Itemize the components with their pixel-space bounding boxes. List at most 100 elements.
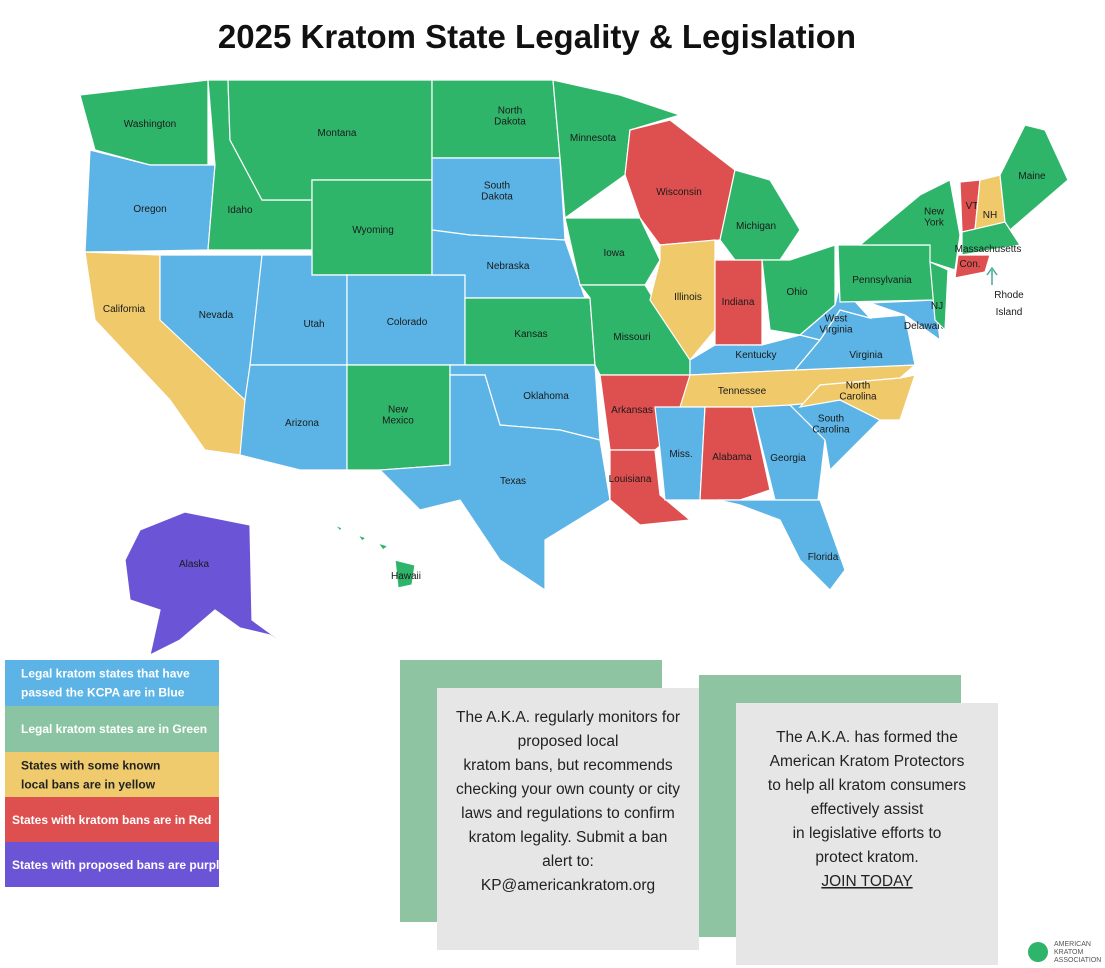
state-label: Utah — [303, 319, 324, 330]
legend-text: States with kratom bans are in Red — [12, 813, 211, 827]
state-label: Con. — [959, 259, 980, 270]
state-label: Virginia — [849, 350, 883, 361]
state-label: Wisconsin — [656, 187, 702, 198]
state-label: Missouri — [613, 332, 650, 343]
legend-text: passed the KCPA are in Blue — [21, 686, 185, 700]
state-label: Virginia — [819, 325, 853, 336]
state-shape — [858, 179, 961, 271]
info-text: proposed local — [518, 733, 619, 750]
state-shape — [751, 404, 826, 501]
island — [376, 541, 390, 551]
state-label: New — [924, 207, 945, 218]
state-label: Georgia — [770, 453, 806, 464]
state-label: Tennessee — [718, 386, 767, 397]
state-label: Maine — [1018, 171, 1046, 182]
state-label: Indiana — [722, 297, 755, 308]
state-label: Wyoming — [352, 225, 394, 236]
state-label: Nevada — [199, 310, 234, 321]
info-text: American Kratom Protectors — [770, 753, 965, 770]
state-shape — [378, 374, 611, 592]
state-label: Minnesota — [570, 133, 617, 144]
state-label: West — [825, 314, 848, 325]
legend-item — [5, 797, 219, 842]
legend-text: Legal kratom states that have — [21, 667, 190, 681]
state-label: Dakota — [494, 117, 526, 128]
state-shape — [394, 559, 416, 589]
state-label: Texas — [500, 476, 526, 487]
state-shape — [609, 449, 692, 526]
logo-icon — [1028, 942, 1048, 962]
state-label: Idaho — [227, 205, 252, 216]
state-label: South — [818, 414, 844, 425]
info-text: alert to: — [542, 853, 594, 870]
legend-text: Legal kratom states are in Green — [21, 722, 207, 736]
state-label: Dakota — [481, 192, 513, 203]
logo-text: KRATOM — [1054, 949, 1083, 956]
state-label: Oregon — [133, 204, 166, 215]
state-shape — [84, 149, 216, 253]
box — [437, 688, 699, 950]
state-label: Washington — [124, 119, 176, 130]
state-shape — [929, 261, 949, 332]
state-label: Mexico — [382, 416, 414, 427]
info-text: effectively assist — [811, 801, 924, 818]
info-text: in legislative efforts to — [793, 825, 942, 842]
info-text: The A.K.A. has formed the — [776, 729, 958, 746]
join-link[interactable]: JOIN TODAY — [821, 873, 912, 890]
state-label: North — [846, 381, 870, 392]
logo-text: AMERICAN — [1054, 941, 1091, 948]
legend-text: States with some known — [21, 759, 160, 773]
box — [736, 703, 998, 965]
info-text: The A.K.A. regularly monitors for — [456, 709, 680, 726]
state-label: South — [484, 181, 510, 192]
island — [356, 533, 368, 542]
arrow-head — [986, 266, 998, 276]
state-label: NJ — [931, 301, 943, 312]
state-label: Carolina — [839, 392, 877, 403]
info-text: checking your own county or city — [456, 781, 680, 798]
state-label: Delaware — [904, 321, 947, 332]
state-label: Alabama — [712, 452, 752, 463]
legend-item — [5, 752, 219, 797]
state-label: NH — [983, 210, 997, 221]
state-label: North — [498, 106, 522, 117]
state-shape — [798, 374, 916, 421]
info-text: kratom bans, but recommends — [463, 757, 673, 774]
state-label: Arizona — [285, 418, 319, 429]
state-shape — [837, 244, 936, 303]
state-shape — [954, 254, 991, 279]
state-label: Colorado — [387, 317, 428, 328]
island — [334, 524, 343, 533]
state-label: Louisiana — [609, 474, 652, 485]
info-text: KP@americankratom.org — [481, 877, 655, 894]
state-label: Miss. — [669, 449, 692, 460]
state-label: Kansas — [514, 329, 547, 340]
state-label: Alaska — [179, 559, 209, 570]
info-text: to help all kratom consumers — [768, 777, 966, 794]
title: 2025 Kratom State Legality & Legislation — [218, 18, 856, 55]
state-shape — [564, 217, 661, 286]
state-label: Florida — [808, 552, 839, 563]
state-shape — [719, 169, 801, 261]
state-label: VT — [966, 201, 979, 212]
state-label: Hawaii — [391, 571, 421, 582]
state-shape — [961, 221, 1022, 256]
state-shape — [869, 299, 941, 342]
legend-item — [5, 706, 219, 752]
state-label: Carolina — [812, 425, 850, 436]
legend-item — [5, 660, 219, 706]
state-label: Kentucky — [735, 350, 776, 361]
state-label: Illinois — [674, 292, 702, 303]
state-shape — [654, 406, 706, 501]
state-label: New — [388, 405, 409, 416]
state-label: Montana — [318, 128, 357, 139]
annotation: Island — [996, 307, 1023, 318]
state-label: California — [103, 304, 146, 315]
state-shape — [717, 499, 846, 591]
state-label: York — [924, 218, 945, 229]
state-label: Pennsylvania — [852, 275, 912, 286]
info-text: protect kratom. — [815, 849, 918, 866]
legend-text: local bans are in yellow — [21, 778, 156, 792]
legend-item — [5, 842, 219, 887]
info-text: laws and regulations to confirm — [461, 805, 675, 822]
